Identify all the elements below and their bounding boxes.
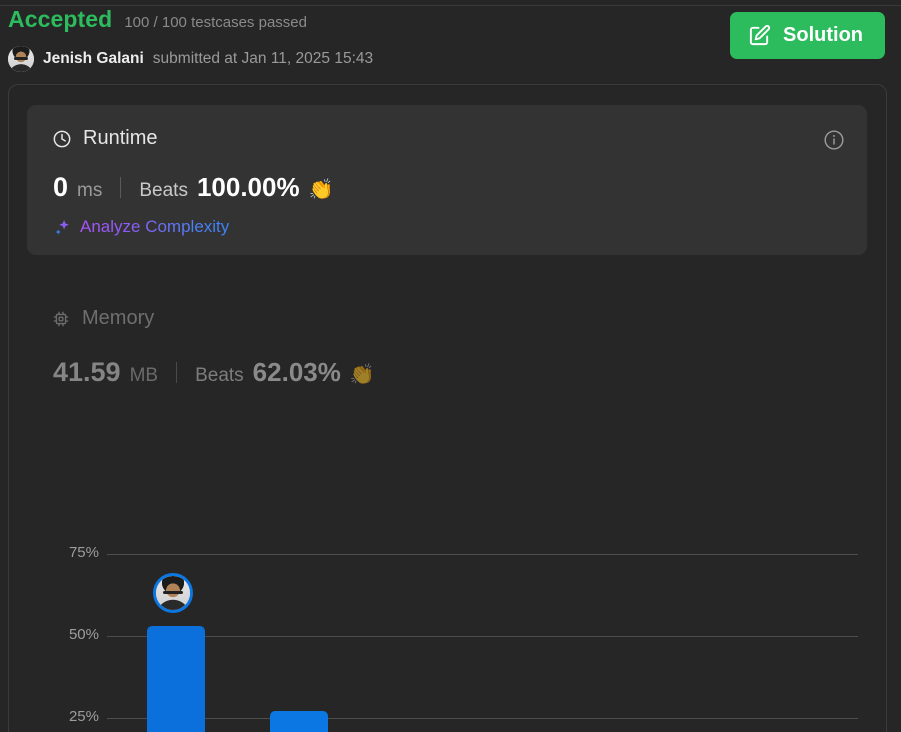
status-badge: Accepted bbox=[8, 6, 113, 32]
edit-pencil-square-icon bbox=[749, 24, 771, 46]
memory-stat-divider bbox=[176, 362, 178, 383]
memory-header[interactable]: Memory bbox=[51, 307, 154, 330]
chart-bar[interactable] bbox=[147, 626, 205, 732]
runtime-beats-label: Beats bbox=[139, 180, 188, 201]
chart-bar[interactable] bbox=[270, 711, 328, 732]
solution-button[interactable]: Solution bbox=[730, 12, 885, 59]
submitted-timestamp: submitted at Jan 11, 2025 15:43 bbox=[152, 50, 374, 67]
analyze-complexity-label: Analyze Complexity bbox=[80, 217, 230, 236]
memory-title: Memory bbox=[82, 307, 155, 329]
runtime-value: 0 bbox=[53, 172, 69, 202]
chart-user-avatar-marker[interactable] bbox=[153, 573, 193, 614]
chart-y-tick: 50% bbox=[68, 626, 99, 643]
runtime-unit: ms bbox=[77, 180, 103, 201]
memory-stats: 41.59 MB Beats 62.03% 👏 bbox=[53, 357, 375, 388]
stats-panel: Runtime 0 ms Beats 100.00% 👏 bbox=[8, 84, 887, 732]
top-divider bbox=[0, 5, 901, 6]
avatar-face bbox=[156, 576, 190, 611]
clock-icon bbox=[53, 130, 71, 147]
runtime-stats: 0 ms Beats 100.00% 👏 bbox=[53, 172, 334, 203]
chart-y-tick: 75% bbox=[68, 544, 99, 561]
stat-divider bbox=[120, 177, 122, 198]
chart-y-tick: 25% bbox=[68, 708, 99, 725]
solution-button-label: Solution bbox=[783, 24, 863, 46]
chart-gridline bbox=[107, 718, 858, 719]
memory-beats-value: 62.03% bbox=[252, 357, 341, 387]
runtime-distribution-chart[interactable]: 75%50%25%0%1ms2ms3ms4ms5ms bbox=[9, 457, 888, 732]
memory-unit: MB bbox=[129, 365, 159, 386]
submitter-row: Jenish Galani submitted at Jan 11, 2025 … bbox=[8, 46, 373, 72]
info-circle-icon[interactable] bbox=[823, 129, 845, 151]
user-name[interactable]: Jenish Galani bbox=[43, 50, 144, 67]
chart-gridline bbox=[107, 554, 858, 555]
status-row: Accepted 100 / 100 testcases passed bbox=[8, 6, 307, 33]
clapping-hands-icon-dim: 👏 bbox=[349, 364, 375, 386]
runtime-card[interactable]: Runtime 0 ms Beats 100.00% 👏 bbox=[27, 105, 867, 255]
memory-beats-label: Beats bbox=[195, 365, 244, 386]
memory-value: 41.59 bbox=[53, 357, 121, 387]
runtime-header: Runtime bbox=[52, 127, 157, 150]
runtime-title: Runtime bbox=[83, 127, 158, 149]
sparkles-icon bbox=[55, 219, 69, 235]
clapping-hands-icon: 👏 bbox=[308, 179, 334, 201]
cpu-chip-icon bbox=[53, 311, 69, 326]
runtime-beats-value: 100.00% bbox=[196, 172, 300, 202]
testcases-text: 100 / 100 testcases passed bbox=[124, 14, 307, 31]
submission-header: Accepted 100 / 100 testcases passed Jeni… bbox=[0, 6, 901, 72]
analyze-complexity-link[interactable]: Analyze Complexity bbox=[53, 217, 229, 237]
avatar[interactable] bbox=[8, 46, 34, 72]
chart-gridline bbox=[107, 636, 858, 637]
avatar-face bbox=[8, 46, 34, 72]
